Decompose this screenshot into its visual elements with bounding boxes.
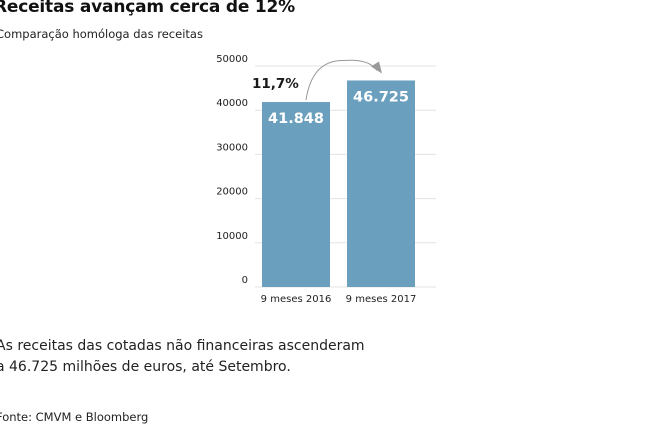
bar-value-label: 46.725 — [353, 89, 409, 105]
source-note: Fonte: CMVM e Bloomberg — [0, 410, 149, 424]
annotation-label: 11,7% — [252, 76, 299, 92]
y-tick-label: 30000 — [216, 142, 248, 153]
annotation-arrowhead — [371, 61, 382, 74]
annotation-arrow — [305, 59, 378, 101]
bar — [262, 102, 330, 288]
bar-value-label: 41.848 — [268, 111, 324, 127]
chart-description: As receitas das cotadas não financeiras … — [0, 338, 365, 375]
y-tick-label: 40000 — [216, 98, 248, 109]
bar — [347, 80, 415, 288]
chart-subtitle: Comparação homóloga das receitas — [0, 27, 203, 41]
bars — [262, 80, 415, 288]
value-labels: 41.848 46.725 — [268, 89, 409, 127]
y-tick-label: 50000 — [216, 54, 248, 65]
y-tick-label: 20000 — [216, 187, 248, 198]
x-tick-label: 9 meses 2017 — [346, 294, 417, 305]
y-tick-label: 10000 — [216, 231, 248, 242]
x-axis-ticks: 9 meses 2016 9 meses 2017 — [261, 294, 417, 305]
x-tick-label: 9 meses 2016 — [261, 294, 332, 305]
y-tick-label: 0 — [242, 275, 248, 286]
y-axis-ticks: 0 10000 20000 30000 40000 50000 — [216, 54, 248, 286]
growth-annotation: 11,7% — [252, 59, 382, 101]
chart-title: Receitas avançam cerca de 12% — [0, 0, 295, 17]
